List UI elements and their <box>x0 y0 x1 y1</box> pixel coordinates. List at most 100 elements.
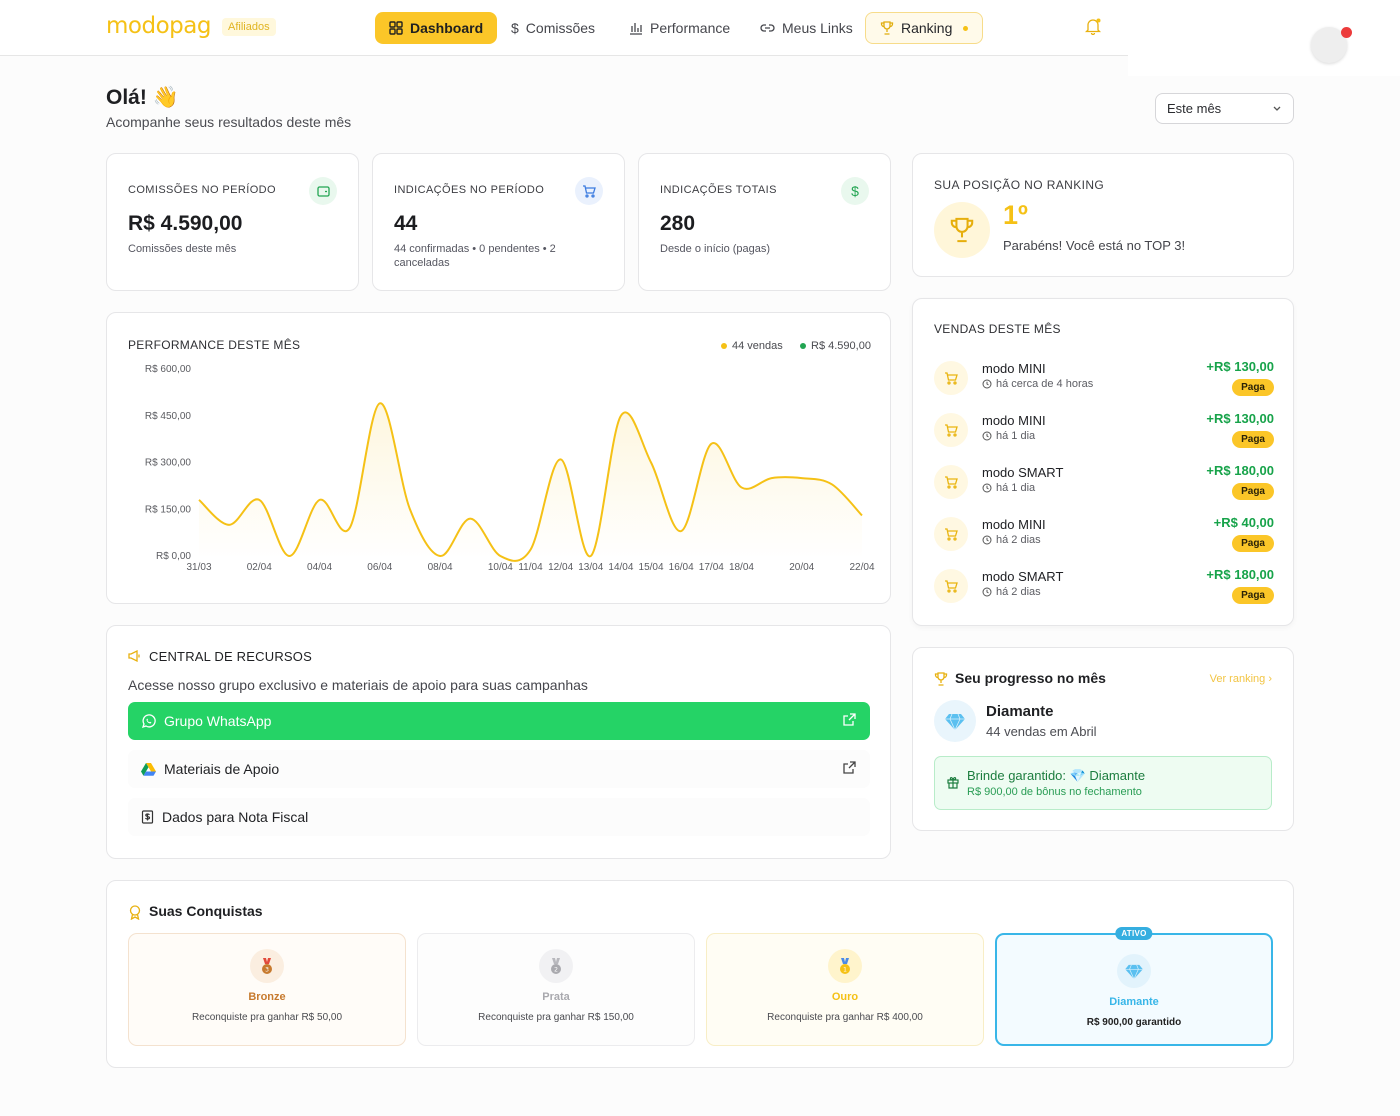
series-line <box>198 402 863 562</box>
y-tick-label: R$ 0,00 <box>156 551 191 562</box>
dollar-icon: $ <box>841 177 869 205</box>
achievements-title: Suas Conquistas <box>149 903 263 919</box>
drive-icon <box>141 762 156 776</box>
list-item[interactable]: modo MINI há cerca de 4 horas +R$ 130,00 Pa… <box>934 357 1274 401</box>
sale-time: há 1 dia <box>982 430 1035 442</box>
achievement-desc: Reconquiste pra ganhar R$ 50,00 <box>191 1012 343 1023</box>
sale-amount: +R$ 130,00 <box>1206 411 1274 426</box>
progress-level: Diamante <box>986 703 1054 720</box>
x-tick-label: 20/04 <box>789 562 814 573</box>
legend-label: R$ 4.590,00 <box>811 340 871 352</box>
x-tick-label: 17/04 <box>699 562 724 573</box>
logo-tag: Afiliados <box>222 18 276 36</box>
status-badge: Paga <box>1232 535 1274 552</box>
sale-time-label: há 2 dias <box>996 534 1041 546</box>
legend-valor: R$ 4.590,00 <box>800 340 871 352</box>
status-badge: Paga <box>1232 379 1274 396</box>
sale-product: modo MINI <box>982 361 1046 376</box>
page-subtitle: Acompanhe seus resultados deste mês <box>106 114 352 130</box>
sale-product: modo SMART <box>982 569 1064 584</box>
dollar-icon: $ <box>511 20 519 36</box>
ranking-card: SUA POSIÇÃO NO RANKING 1º Parabéns! Você… <box>912 153 1294 277</box>
award-icon <box>129 905 141 920</box>
ranking-position: 1º <box>1003 200 1028 230</box>
sale-time-label: há cerca de 4 horas <box>996 378 1094 390</box>
legend-vendas: 44 vendas <box>721 340 783 352</box>
clock-icon <box>982 587 992 597</box>
link-icon <box>760 24 775 32</box>
nav-meus-links[interactable]: Meus Links <box>746 12 867 44</box>
materials-button[interactable]: Materiais de Apoio <box>128 750 870 788</box>
nav-ranking[interactable]: Ranking <box>865 12 984 44</box>
sale-amount: +R$ 40,00 <box>1213 515 1274 530</box>
period-select[interactable]: Este mês <box>1155 93 1294 124</box>
avatar-status-dot <box>1341 27 1352 38</box>
sale-amount: +R$ 180,00 <box>1206 463 1274 478</box>
cart-icon <box>575 177 603 205</box>
bonus-title: Brinde garantido: 💎 Diamante <box>967 768 1146 783</box>
invoice-icon <box>141 810 154 824</box>
stat-label: Indicações no período <box>394 184 545 196</box>
ver-ranking-link[interactable]: Ver ranking › <box>1209 673 1272 685</box>
nav-label: Dashboard <box>410 20 484 36</box>
legend-label: 44 vendas <box>732 340 783 352</box>
series-area <box>199 403 862 561</box>
clock-icon <box>982 431 992 441</box>
resource-label: Grupo WhatsApp <box>164 713 272 729</box>
whatsapp-group-button[interactable]: Grupo WhatsApp <box>128 702 870 740</box>
sale-time-label: há 1 dia <box>996 482 1036 494</box>
y-tick-label: R$ 600,00 <box>145 364 192 375</box>
link-label: Ver ranking <box>1209 673 1266 685</box>
nav-label: Ranking <box>901 20 953 36</box>
sale-amount: +R$ 180,00 <box>1206 567 1274 582</box>
x-tick-label: 06/04 <box>367 562 392 573</box>
cart-icon <box>934 361 968 395</box>
chart-title: PERFORMANCE DESTE MÊS <box>128 338 301 352</box>
cart-icon <box>934 413 968 447</box>
list-item[interactable]: modo MINI há 2 dias +R$ 40,00 Paga <box>934 513 1274 557</box>
nav-performance[interactable]: Performance <box>615 12 744 44</box>
external-link-icon <box>843 713 856 726</box>
gold-medal-icon: 1 <box>828 949 862 983</box>
list-item[interactable]: modo MINI há 1 dia +R$ 130,00 Paga <box>934 409 1274 453</box>
bronze-medal-icon: 3 <box>250 949 284 983</box>
sales-card: VENDAS DESTE MÊS modo MINI há cerca de 4 … <box>912 298 1294 626</box>
notification-bell-icon[interactable] <box>1084 18 1102 40</box>
x-tick-label: 18/04 <box>729 562 754 573</box>
sale-time: há cerca de 4 horas <box>982 378 1093 390</box>
list-item[interactable]: modo SMART há 1 dia +R$ 180,00 Paga <box>934 461 1274 505</box>
achievement-diamante: ATIVO Diamante R$ 900,00 garantido <box>995 927 1273 1046</box>
status-badge: Paga <box>1232 483 1274 500</box>
sales-title: VENDAS DESTE MÊS <box>934 322 1061 336</box>
sale-time-label: há 2 dias <box>996 586 1041 598</box>
trophy-icon <box>934 202 990 258</box>
sale-time: há 2 dias <box>982 586 1041 598</box>
active-badge: ATIVO <box>1115 927 1153 940</box>
nav-label: Performance <box>650 20 731 36</box>
nav-comissoes[interactable]: $ Comissões <box>497 12 609 44</box>
stat-value: 280 <box>660 212 696 235</box>
cart-icon <box>934 465 968 499</box>
achievement-name: Prata <box>542 991 570 1003</box>
resource-label: Materiais de Apoio <box>164 761 280 777</box>
y-tick-label: R$ 300,00 <box>145 458 192 469</box>
resources-description: Acesse nosso grupo exclusivo e materiais… <box>128 677 588 693</box>
sale-time: há 2 dias <box>982 534 1041 546</box>
x-tick-label: 16/04 <box>669 562 694 573</box>
gift-icon <box>947 777 959 789</box>
megaphone-icon <box>128 650 140 662</box>
trophy-icon <box>880 21 894 35</box>
nav-label: Comissões <box>525 20 596 36</box>
grid-icon <box>389 21 403 35</box>
list-item[interactable]: modo SMART há 2 dias +R$ 180,00 Paga <box>934 565 1274 609</box>
bar-chart-icon <box>630 23 642 35</box>
stat-label: Indicações totais <box>660 184 777 196</box>
y-tick-label: R$ 150,00 <box>145 504 192 515</box>
achievement-desc: Reconquiste pra ganhar R$ 400,00 <box>767 1012 923 1023</box>
logo[interactable]: modopag <box>106 13 211 39</box>
nav-dashboard[interactable]: Dashboard <box>375 12 498 44</box>
achievement-name: Diamante <box>1109 996 1159 1008</box>
invoice-data-button[interactable]: Dados para Nota Fiscal <box>128 798 870 836</box>
stat-card-indicacoes-periodo: Indicações no período 44 44 confirmadas … <box>372 153 625 291</box>
stat-label: Comissões no período <box>128 184 276 196</box>
